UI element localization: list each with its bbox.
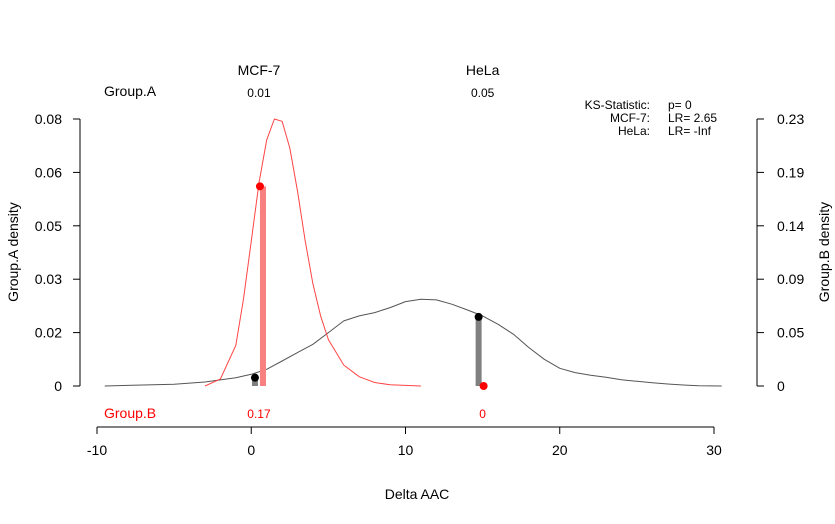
group-b-bar-mcf7 (259, 186, 266, 386)
left-y-tick-label: 0.06 (35, 164, 62, 180)
stats-label-hela: HeLa: (618, 124, 650, 138)
group-b-density-curve (204, 118, 421, 387)
cell-line-name-hela: HeLa (466, 62, 500, 78)
stats-label-mcf7: MCF-7: (610, 111, 650, 125)
left-y-tick-label: 0.02 (35, 325, 62, 341)
x-tick-label: 30 (706, 442, 722, 458)
group-a-label: Group.A (104, 83, 157, 99)
group-b-point-mcf7 (255, 182, 264, 191)
group-a-value-hela: 0.05 (471, 86, 495, 100)
right-y-tick-label: 0.14 (777, 218, 804, 234)
chart-marks: -10 0 10 20 30 0 0.02 0.03 0.05 0.06 0.08 0 0.05 0.09… (35, 62, 805, 458)
stats-value-mcf7: LR= 2.65 (668, 111, 717, 125)
right-y-tick-label: 0.05 (777, 325, 804, 341)
left-y-tick-label: 0.05 (35, 218, 62, 234)
right-y-axis-title: Group.B density (816, 202, 832, 302)
x-axis-title: Delta AAC (385, 486, 450, 502)
x-tick-label: 10 (398, 442, 414, 458)
right-y-tick-label: 0 (777, 378, 785, 394)
left-y-axis-title: Group.A density (5, 202, 21, 302)
stats-legend: KS-Statistic: p= 0 MCF-7: LR= 2.65 HeLa:… (585, 98, 718, 138)
x-tick-label: 0 (247, 442, 255, 458)
group-b-value-hela: 0 (479, 407, 486, 421)
stats-value-hela: LR= -Inf (668, 124, 712, 138)
right-y-tick-label: 0.19 (777, 164, 804, 180)
x-tick-label: -10 (87, 442, 107, 458)
group-b-label: Group.B (104, 405, 156, 421)
left-y-tick-label: 0.03 (35, 271, 62, 287)
group-a-bar-hela (475, 316, 482, 386)
group-a-bar-mcf7 (251, 377, 258, 386)
left-y-tick-label: 0.08 (35, 111, 62, 127)
stats-value-ks: p= 0 (668, 98, 692, 112)
stats-label-ks: KS-Statistic: (585, 98, 650, 112)
group-a-value-mcf7: 0.01 (247, 86, 271, 100)
group-b-point-hela (479, 382, 488, 390)
group-a-point-hela (474, 312, 483, 321)
group-a-point-mcf7 (250, 373, 259, 382)
x-tick-label: 20 (552, 442, 568, 458)
group-b-value-mcf7: 0.17 (247, 407, 271, 421)
cell-line-name-mcf7: MCF-7 (238, 62, 281, 78)
right-y-tick-label: 0.23 (777, 111, 804, 127)
group-a-density-curve (104, 298, 722, 387)
left-y-tick-label: 0 (54, 378, 62, 394)
right-y-tick-label: 0.09 (777, 271, 804, 287)
